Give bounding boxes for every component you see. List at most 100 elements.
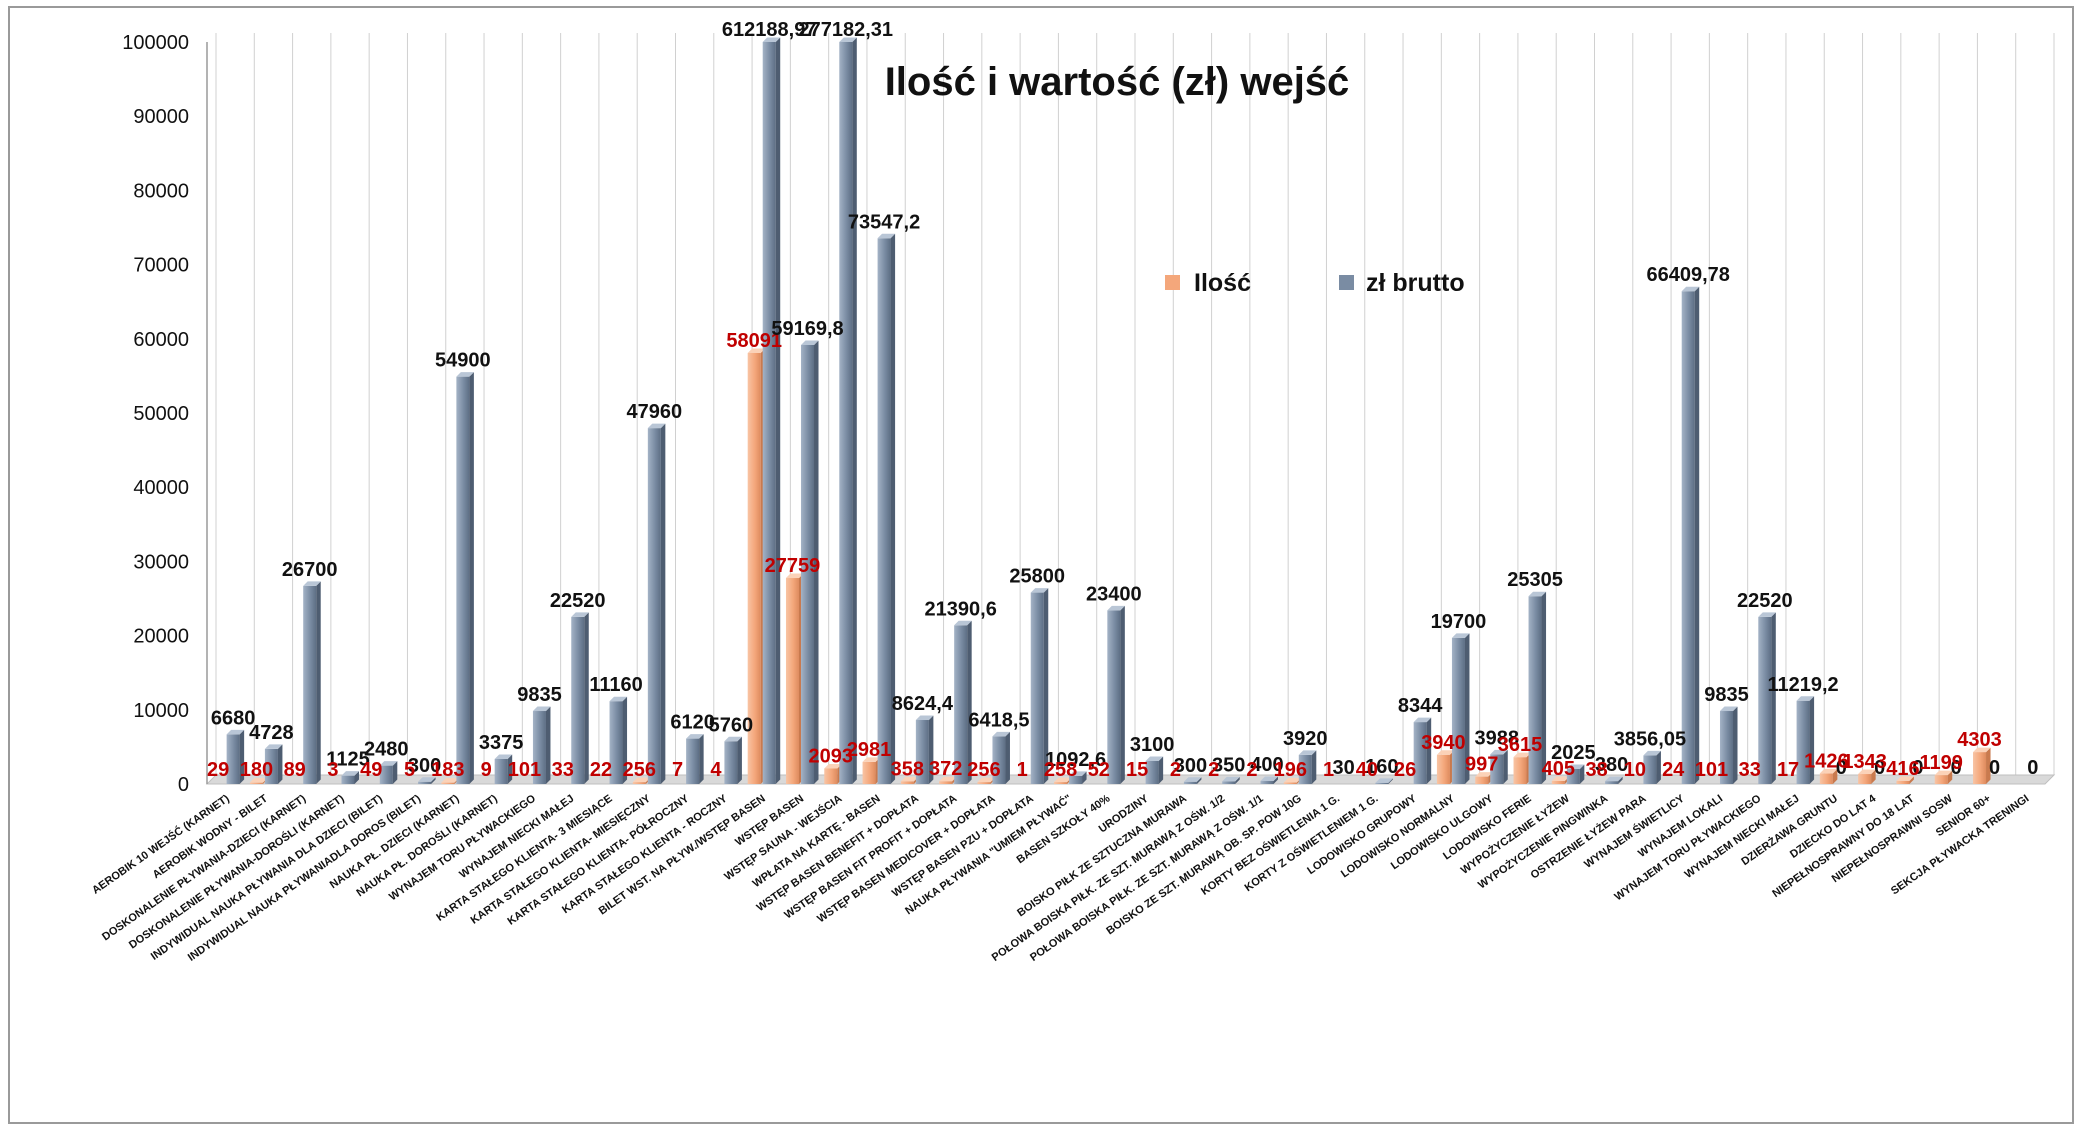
y-tick-label: 20000	[133, 626, 189, 648]
data-label-brutto: 30	[1332, 757, 1354, 779]
data-label-ilosc: 256	[623, 759, 656, 781]
data-label-brutto: 0	[2027, 757, 2038, 779]
data-label-brutto: 19700	[1431, 611, 1487, 633]
y-tick-label: 10000	[133, 700, 189, 722]
data-label-brutto: 54900	[435, 350, 491, 372]
data-label-brutto: 47960	[627, 401, 683, 423]
bar-brutto	[839, 37, 857, 784]
data-label-brutto: 5760	[709, 714, 754, 736]
bar-brutto	[992, 731, 1010, 784]
y-tick-label: 60000	[133, 329, 189, 351]
data-label-ilosc: 3	[327, 759, 338, 781]
bar-brutto	[1719, 706, 1738, 784]
bar-brutto	[379, 761, 398, 784]
data-label-ilosc: 101	[1695, 759, 1728, 781]
bar-brutto	[1183, 777, 1202, 784]
x-tick-label: KORTY BEZ OŚWIETLENIA 1 G.	[1199, 792, 1343, 898]
data-label-ilosc: 24	[1662, 759, 1685, 781]
data-label-ilosc: 2	[1246, 759, 1257, 781]
data-label-brutto: 0	[1836, 757, 1847, 779]
data-label-brutto: 6680	[211, 707, 256, 729]
bar-brutto	[1030, 588, 1049, 784]
data-label-brutto: 59169,8	[771, 318, 843, 340]
bar-ilosc	[862, 757, 881, 784]
bar-brutto	[303, 581, 321, 784]
data-label-ilosc: 89	[284, 759, 306, 781]
bar-ilosc	[1973, 747, 1991, 784]
bar-brutto	[341, 771, 360, 784]
bar-ilosc	[1513, 752, 1532, 784]
data-label-brutto: 0	[1989, 757, 2000, 779]
data-label-brutto: 3988	[1474, 727, 1519, 749]
bar-brutto	[1758, 612, 1776, 784]
data-label-brutto: 0	[1912, 757, 1923, 779]
data-label-brutto: 6120	[670, 712, 715, 734]
data-label-ilosc: 7	[672, 759, 683, 781]
y-tick-label: 0	[178, 774, 189, 796]
data-label-ilosc: 4303	[1957, 729, 2002, 751]
data-label-ilosc: 1343	[1842, 751, 1887, 773]
chart-title: Ilość i wartość (zł) wejść	[885, 60, 1350, 104]
x-tick-label: AEROBIK 10 WEJŚĆ (KARNET)	[90, 792, 232, 897]
data-label-brutto: 25800	[1009, 566, 1065, 588]
data-label-brutto: 6418,5	[968, 709, 1029, 731]
data-label-ilosc: 256	[967, 759, 1000, 781]
y-tick-label: 100000	[122, 32, 189, 54]
data-label-brutto: 277182,31	[799, 19, 894, 41]
bar-brutto	[1681, 286, 1700, 784]
data-label-ilosc: 3615	[1498, 734, 1543, 756]
data-label-ilosc: 10	[1624, 759, 1646, 781]
bar-brutto	[264, 744, 283, 784]
data-label-ilosc: 2981	[847, 739, 892, 761]
bar-brutto	[532, 706, 551, 784]
bar-brutto	[1413, 717, 1432, 784]
data-label-brutto: 9835	[1704, 684, 1749, 706]
bar-brutto	[1145, 756, 1164, 784]
bar-brutto	[1260, 776, 1279, 784]
data-label-brutto: 400	[1250, 754, 1283, 776]
data-label-brutto: 25305	[1507, 569, 1563, 591]
data-label-ilosc: 2093	[809, 745, 854, 767]
data-label-ilosc: 26	[1394, 759, 1416, 781]
bar-brutto	[226, 729, 245, 784]
data-label-ilosc: 2	[1170, 759, 1181, 781]
bar-brutto	[1796, 696, 1815, 784]
y-tick-label: 90000	[133, 106, 189, 128]
data-label-brutto: 160	[1365, 756, 1398, 778]
bar-ilosc	[1934, 770, 1953, 784]
data-label-ilosc: 258	[1044, 759, 1077, 781]
data-label-brutto: 4728	[249, 722, 294, 744]
bar-brutto	[1490, 749, 1508, 784]
bar-brutto	[1605, 776, 1623, 784]
chart-floor	[205, 774, 2056, 785]
chart: 0100002000030000400005000060000700008000…	[90, 19, 2056, 964]
data-label-brutto: 26700	[282, 559, 338, 581]
legend-swatch-ilosc	[1165, 275, 1180, 290]
data-label-ilosc: 196	[1274, 759, 1307, 781]
data-label-brutto: 11219,2	[1767, 674, 1838, 696]
data-label-ilosc: 33	[552, 759, 574, 781]
data-label-brutto: 300	[408, 755, 441, 777]
data-label-ilosc: 1199	[1920, 752, 1963, 774]
data-label-ilosc: 40	[1356, 759, 1378, 781]
bar-brutto	[418, 777, 436, 784]
bar-brutto	[724, 736, 742, 784]
y-tick-label: 70000	[133, 255, 189, 277]
data-label-ilosc: 5	[404, 759, 415, 781]
data-label-ilosc: 1426	[1804, 750, 1849, 772]
data-label-ilosc: 9	[481, 759, 492, 781]
chart-frame: 0 10000 20000 30000 40000 50000 60000 70000 8000…	[8, 6, 2074, 1124]
data-label-ilosc: 1	[1017, 759, 1028, 781]
data-label-brutto: 66409,78	[1646, 264, 1729, 286]
data-label-brutto: 612188,97	[722, 19, 817, 41]
data-label-brutto: 22520	[550, 590, 606, 612]
bar-ilosc	[1896, 776, 1914, 784]
data-label-ilosc: 405	[1542, 758, 1575, 780]
data-label-ilosc: 52	[1088, 759, 1110, 781]
data-label-brutto: 8624,4	[892, 693, 954, 715]
data-label-ilosc: 3940	[1421, 732, 1466, 754]
data-label-ilosc: 22	[590, 759, 612, 781]
data-label-ilosc: 49	[360, 759, 382, 781]
data-label-brutto: 3856,05	[1614, 728, 1686, 750]
data-label-ilosc: 17	[1777, 759, 1799, 781]
